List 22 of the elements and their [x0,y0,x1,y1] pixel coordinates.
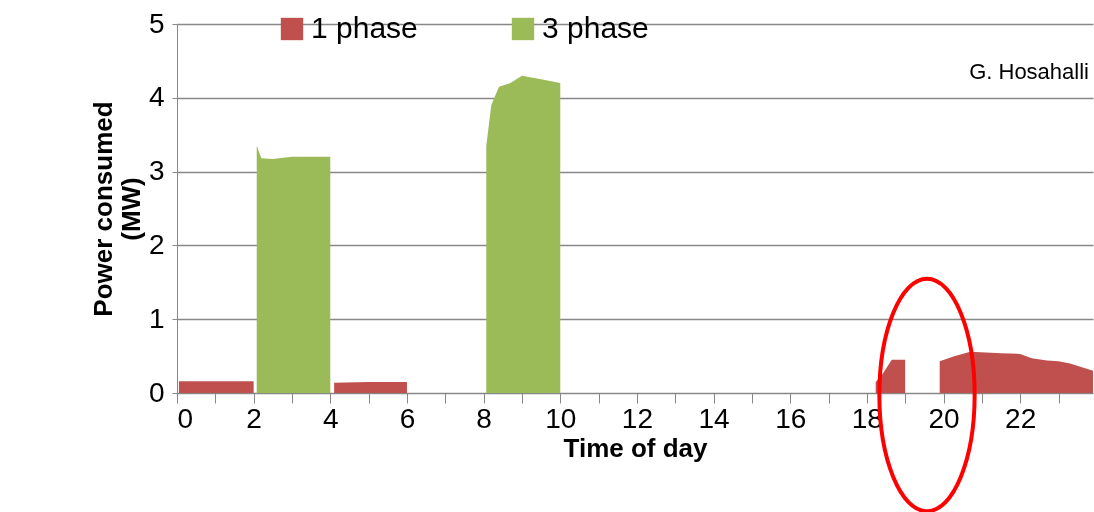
x-tick-label: 2 [246,402,262,434]
legend-label: 1 phase [311,11,418,44]
x-tick-label: 20 [928,402,960,434]
x-tick-label: 12 [621,402,653,434]
x-tick-label: 8 [476,402,492,434]
x-tick-label: 16 [775,402,807,434]
y-axis-title: Power consumed (MW) [87,101,146,317]
annotation: G. Hosahalli [969,59,1089,84]
y-tick-label: 2 [148,228,165,260]
x-tick-label: 22 [1005,402,1037,434]
x-tick-label: 0 [177,402,194,434]
x-axis-title: Time of day [563,432,709,463]
x-tick-label: 6 [399,402,416,434]
y-tick-label: 1 [148,302,165,334]
x-tick-label: 10 [545,402,577,434]
y-tick-label: 5 [148,7,165,39]
y-tick-label: 0 [148,376,165,408]
x-tick-label: 4 [323,402,339,434]
x-tick-label: 14 [698,402,730,434]
y-tick-label: 3 [148,155,165,187]
legend-label: 3 phase [542,11,649,44]
y-tick-label: 4 [148,81,165,113]
